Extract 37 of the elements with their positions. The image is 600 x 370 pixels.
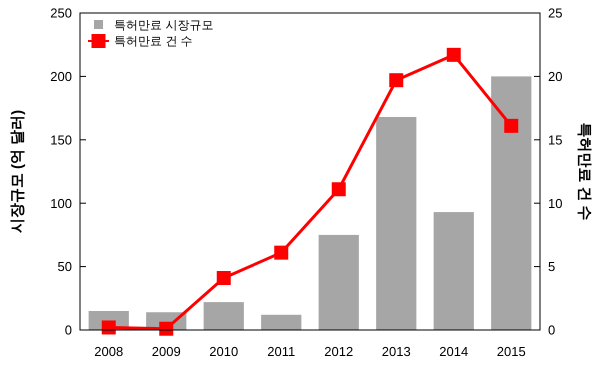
y2-tick-label: 20	[548, 68, 562, 84]
y2-tick-label: 5	[548, 259, 556, 274]
x-tick-label: 2012	[324, 344, 354, 359]
y-tick-label: 0	[64, 322, 72, 338]
bar	[261, 314, 302, 330]
point	[216, 271, 231, 286]
x-tick-label: 2015	[496, 344, 526, 359]
x-tick-label: 2013	[382, 344, 411, 359]
legend-label: 특허만료 건 수	[114, 34, 193, 48]
y2-axis-title: 특허만료 건 수	[576, 122, 593, 221]
x-tick-label: 2010	[209, 344, 238, 359]
x-tick-label: 2009	[152, 344, 181, 359]
y-tick-label: 150	[50, 132, 72, 148]
y-axis-title: 시장규모 (억 달러)	[9, 110, 26, 234]
point	[159, 322, 174, 336]
bar	[204, 302, 244, 330]
x-tick-label: 2011	[267, 344, 296, 359]
bar	[491, 76, 532, 330]
y-tick-label: 50	[58, 259, 72, 274]
y-tick-label: 250	[50, 6, 72, 21]
y-tick-label: 200	[50, 68, 72, 84]
x-tick-label: 2008	[94, 344, 124, 359]
y2-tick-label: 10	[548, 196, 562, 211]
point	[504, 118, 518, 133]
y2-tick-label: 0	[548, 322, 556, 338]
legend-label: 특허만료 시장규모	[114, 18, 214, 32]
x-tick-label: 2014	[439, 344, 468, 359]
point	[274, 246, 288, 260]
bar	[434, 212, 474, 330]
bar	[376, 116, 416, 330]
point	[446, 48, 461, 62]
point	[389, 73, 404, 88]
bar	[318, 234, 359, 330]
y2-tick-label: 25	[548, 6, 562, 21]
y2-tick-label: 15	[548, 132, 562, 148]
y-tick-label: 100	[50, 196, 72, 211]
point	[332, 182, 346, 196]
